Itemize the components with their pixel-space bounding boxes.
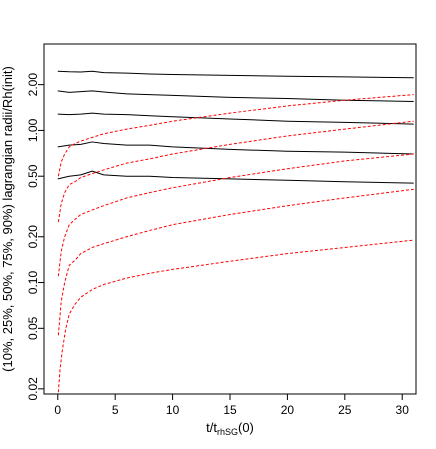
x-axis: 0 5 10 15 20 25 30 [54, 394, 409, 417]
black-series-0 [57, 70, 414, 79]
red-dashed-series-6 [57, 120, 414, 223]
y-axis: 0.02 0.05 0.10 0.20 0.50 1.00 2.00 [26, 73, 44, 401]
black-series-2 [57, 112, 414, 125]
y-tick-label: 0.10 [26, 271, 40, 295]
x-tick-label: 15 [223, 403, 237, 417]
series-layer [57, 70, 414, 393]
black-series-1 [57, 90, 414, 102]
plot-frame [43, 43, 417, 395]
x-tick-label: 10 [166, 403, 180, 417]
y-tick-label: 0.02 [26, 377, 40, 401]
y-tick-label: 0.50 [26, 164, 40, 188]
red-dashed-series-8 [57, 188, 414, 336]
red-dashed-series-9 [57, 239, 414, 393]
y-tick-label: 0.05 [26, 316, 40, 340]
black-series-4 [57, 170, 414, 184]
x-tick-label: 0 [54, 403, 61, 417]
red-dashed-series-5 [57, 94, 414, 177]
x-tick-label: 5 [112, 403, 119, 417]
x-tick-label: 25 [338, 403, 352, 417]
black-series-3 [57, 141, 414, 155]
x-tick-label: 30 [396, 403, 410, 417]
y-tick-label: 0.20 [26, 225, 40, 249]
red-dashed-series-7 [57, 153, 414, 277]
y-axis-title: (10%, 25%, 50%, 75%, 90%) lagrangian rad… [0, 66, 15, 372]
y-tick-label: 1.00 [26, 118, 40, 142]
y-tick-label: 2.00 [26, 73, 40, 97]
x-axis-title: t/trhSG(0) [206, 420, 254, 437]
x-tick-label: 20 [281, 403, 295, 417]
